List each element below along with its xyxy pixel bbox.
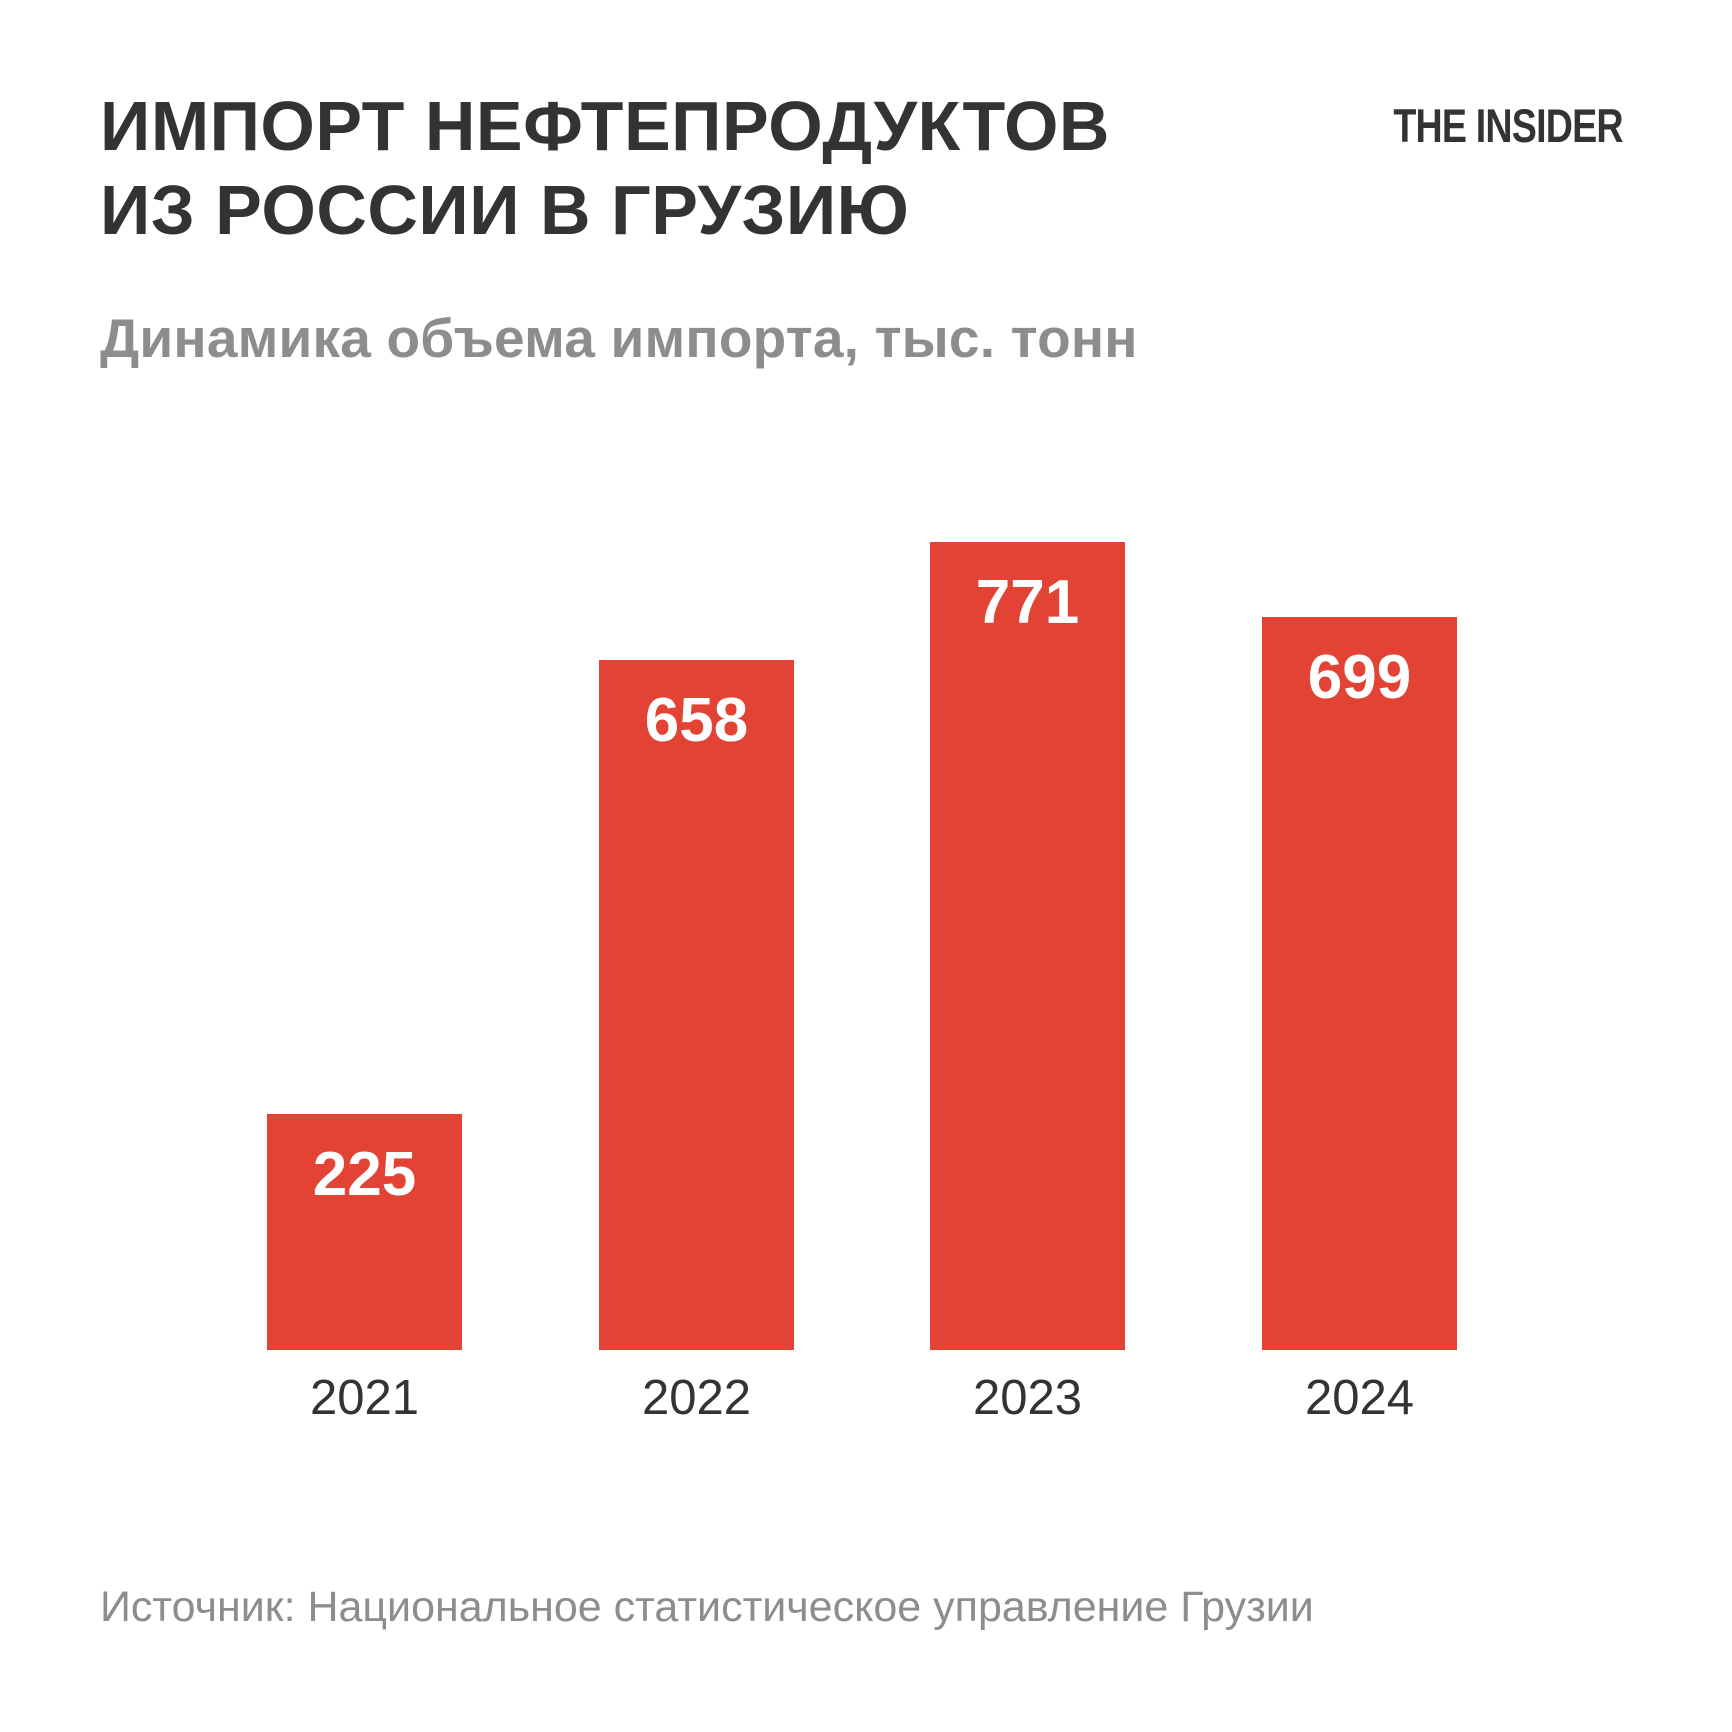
x-axis-label: 2021 xyxy=(309,1371,419,1425)
page-title: ИМПОРТ НЕФТЕПРОДУКТОВ ИЗ РОССИИ В ГРУЗИЮ xyxy=(100,87,1110,249)
bar-value-label: 225 xyxy=(312,1140,417,1209)
bar-value-label: 658 xyxy=(644,686,749,755)
bar-2021: 225 xyxy=(267,1114,462,1350)
chart-subtitle: Динамика объема импорта, тыс. тонн xyxy=(100,307,1138,369)
x-axis-label: 2023 xyxy=(972,1371,1082,1425)
the-insider-logo: THE INSIDER xyxy=(1393,99,1624,152)
bar-2023: 771 xyxy=(930,542,1125,1350)
bar-2022: 658 xyxy=(599,660,794,1350)
source-note: Источник: Национальное статистическое уп… xyxy=(100,1583,1314,1631)
bar-value-label: 699 xyxy=(1307,643,1412,712)
x-axis-label: 2024 xyxy=(1304,1371,1414,1425)
bar-2024: 699 xyxy=(1262,617,1457,1350)
bar-value-label: 771 xyxy=(975,568,1080,637)
x-axis-label: 2022 xyxy=(641,1371,751,1425)
